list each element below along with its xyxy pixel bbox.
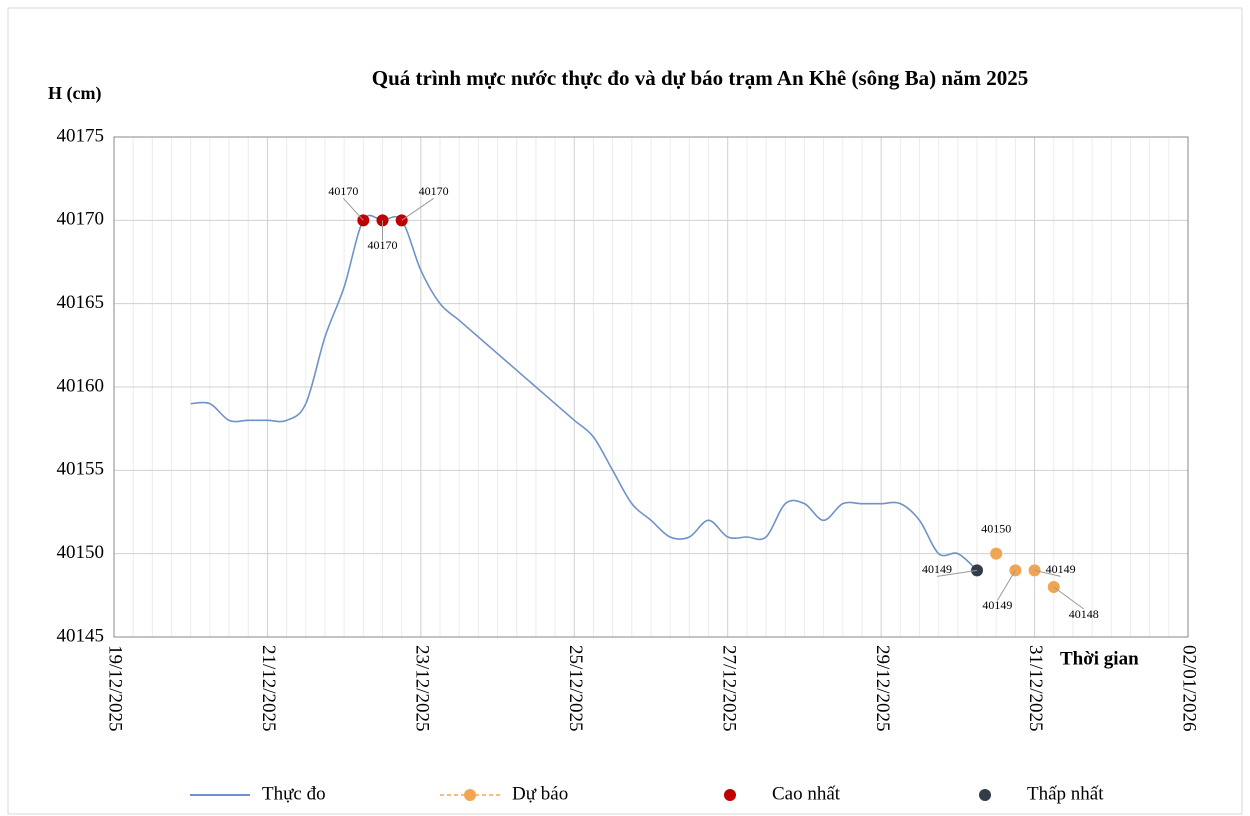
data-label: 40150 bbox=[981, 521, 1011, 535]
frame bbox=[7, 7, 1243, 815]
x-tick-label: 21/12/2025 bbox=[258, 645, 279, 732]
marker bbox=[990, 547, 1003, 560]
plot-border bbox=[113, 136, 1189, 638]
y-tick-label: 40160 bbox=[57, 375, 105, 396]
chart-title: Quá trình mực nước thực đo và dự báo trạ… bbox=[372, 66, 1029, 90]
data-label: 40148 bbox=[1069, 607, 1099, 621]
y-axis-label: H (cm) bbox=[48, 83, 101, 104]
legend-label: Thực đo bbox=[262, 783, 326, 804]
leader-line bbox=[1034, 569, 1061, 577]
leader-line bbox=[342, 197, 364, 221]
data-label: 40149 bbox=[982, 598, 1012, 612]
data-label: 40149 bbox=[1046, 562, 1076, 576]
data-label: 40149 bbox=[922, 562, 952, 576]
x-tick-label: 31/12/2025 bbox=[1025, 645, 1046, 732]
data-label: 40170 bbox=[368, 238, 398, 252]
x-axis-label: Thời gian bbox=[1060, 648, 1139, 669]
y-tick-label: 40150 bbox=[57, 542, 105, 563]
y-tick-label: 40175 bbox=[57, 125, 105, 146]
legend-label: Cao nhất bbox=[772, 783, 841, 804]
legend-swatch bbox=[979, 789, 991, 801]
x-tick-label: 02/01/2026 bbox=[1179, 645, 1200, 732]
leader-line bbox=[996, 570, 1016, 601]
leader-line bbox=[1053, 586, 1085, 610]
y-tick-label: 40155 bbox=[57, 459, 105, 480]
legend-label: Dự báo bbox=[512, 783, 568, 804]
x-tick-label: 27/12/2025 bbox=[718, 645, 739, 732]
legend-swatch bbox=[464, 789, 476, 801]
data-label: 40170 bbox=[328, 184, 358, 198]
data-label: 40170 bbox=[419, 184, 449, 198]
x-tick-label: 25/12/2025 bbox=[565, 645, 586, 732]
legend-label: Thấp nhất bbox=[1027, 783, 1104, 804]
y-tick-label: 40170 bbox=[57, 209, 105, 230]
line-series bbox=[190, 214, 978, 571]
leader-line bbox=[401, 197, 434, 221]
y-tick-label: 40145 bbox=[57, 625, 105, 646]
y-tick-label: 40165 bbox=[57, 292, 105, 313]
leader-line bbox=[936, 569, 978, 577]
x-tick-label: 23/12/2025 bbox=[411, 645, 432, 732]
x-tick-label: 19/12/2025 bbox=[105, 645, 126, 732]
legend-swatch bbox=[724, 789, 736, 801]
x-tick-label: 29/12/2025 bbox=[872, 645, 893, 732]
